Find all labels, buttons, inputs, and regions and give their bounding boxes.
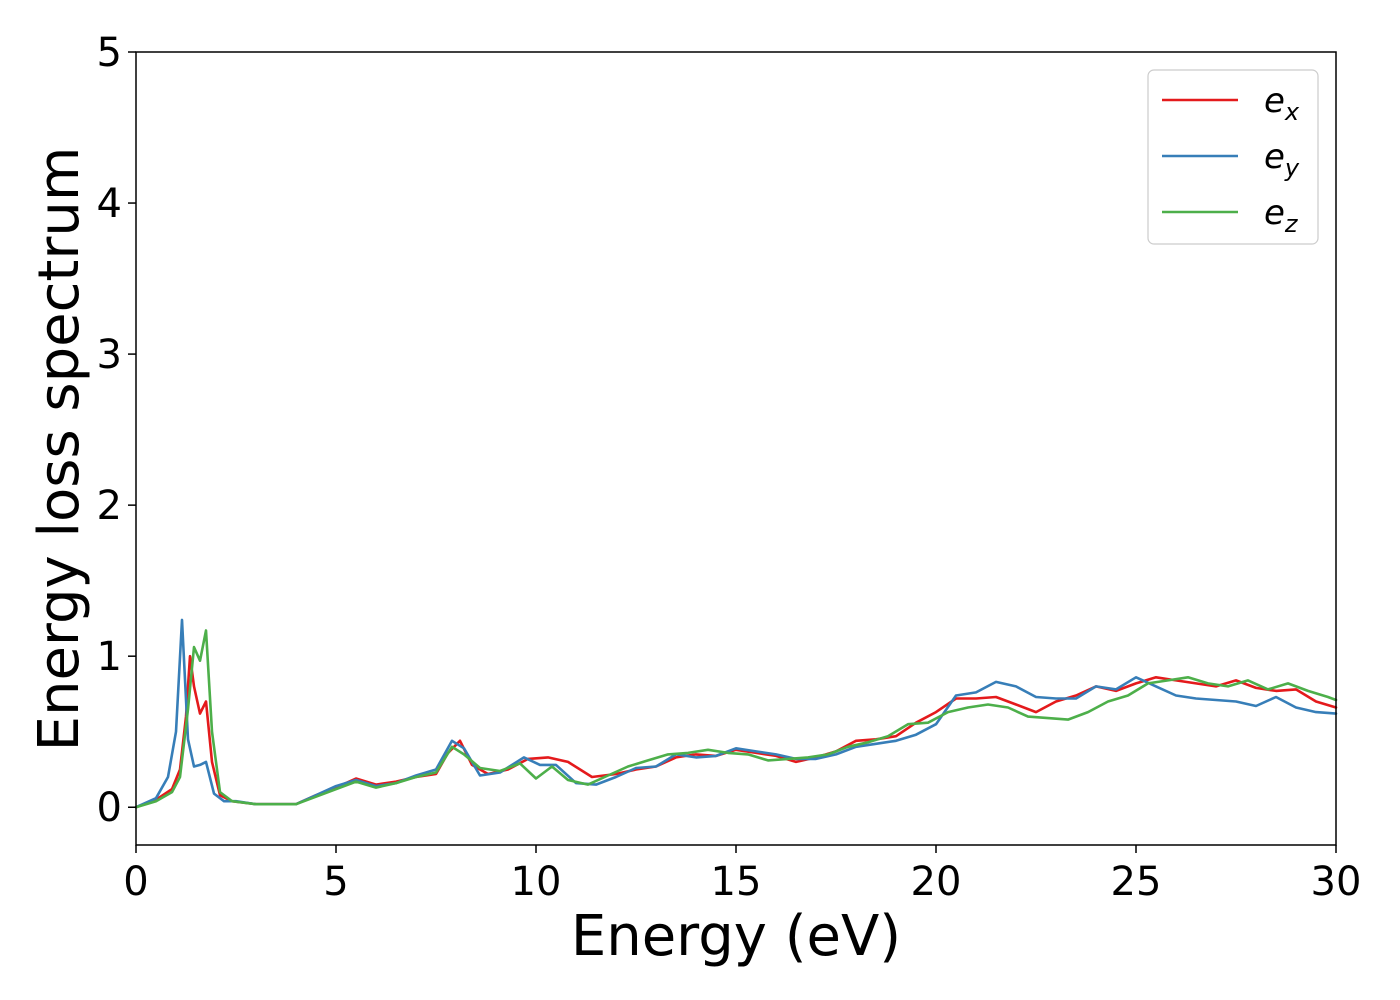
- legend-label-base: e: [1264, 193, 1285, 233]
- legend-label-base: e: [1264, 81, 1285, 121]
- series-layer: [134, 618, 1338, 809]
- y-tick-label: 4: [97, 181, 122, 227]
- x-tick-label: 15: [711, 859, 762, 905]
- y-axis-label: Energy loss spectrum: [27, 147, 92, 752]
- y-tick-label: 5: [97, 30, 122, 76]
- y-axis-ticks: 0 1 2 3 4 5: [97, 30, 136, 831]
- x-tick-label: 20: [911, 859, 962, 905]
- x-tick-label: 0: [123, 859, 148, 905]
- legend-label-subscript: x: [1284, 98, 1300, 126]
- x-tick-label: 25: [1111, 859, 1162, 905]
- legend-label-base: e: [1264, 137, 1285, 177]
- y-tick-label: 3: [97, 332, 122, 378]
- x-tick-label: 5: [323, 859, 348, 905]
- legend-label-ez: ez: [1264, 193, 1299, 238]
- legend-label-ey: ey: [1264, 137, 1300, 182]
- legend-label-subscript: y: [1284, 154, 1300, 182]
- x-tick-label: 10: [511, 859, 562, 905]
- x-axis-label: Energy (eV): [571, 904, 901, 969]
- y-tick-label: 0: [97, 785, 122, 831]
- x-axis-ticks: 0 5 10 15 20 25 30: [123, 845, 1361, 905]
- y-tick-label: 1: [97, 634, 122, 680]
- legend-label-subscript: z: [1284, 210, 1299, 238]
- x-tick-label: 30: [1311, 859, 1362, 905]
- series-line-ez: [134, 629, 1338, 809]
- legend-label-ex: ex: [1264, 81, 1300, 126]
- y-tick-label: 2: [97, 483, 122, 529]
- plot-background: [136, 52, 1336, 845]
